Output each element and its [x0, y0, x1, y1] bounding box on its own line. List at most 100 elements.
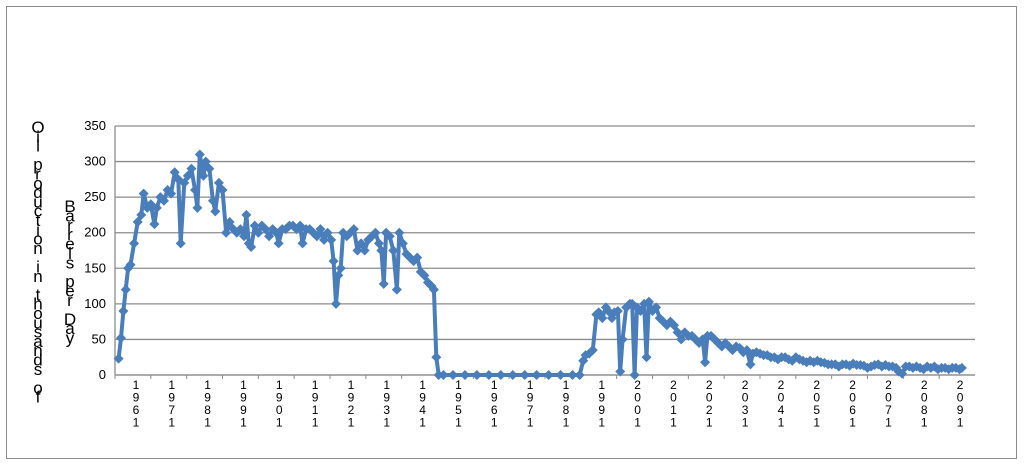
data-point	[246, 241, 257, 252]
y-tick-label: 100	[84, 296, 106, 311]
data-point	[643, 296, 654, 307]
data-point	[676, 334, 687, 345]
data-point	[672, 327, 683, 338]
data-point	[138, 188, 149, 199]
data-point	[641, 352, 652, 363]
data-point	[186, 163, 197, 174]
data-point	[192, 202, 203, 213]
y-tick-label: 150	[84, 260, 106, 275]
data-point	[249, 220, 260, 231]
data-point	[115, 333, 126, 344]
data-point	[745, 359, 756, 370]
data-point	[617, 334, 628, 345]
data-point	[394, 227, 405, 238]
data-point	[221, 227, 232, 238]
data-point	[315, 224, 326, 235]
data-point	[260, 224, 271, 235]
data-point	[384, 231, 395, 242]
data-point	[158, 195, 169, 206]
data-point	[125, 259, 136, 270]
data-point	[428, 284, 439, 295]
data-point	[574, 370, 585, 380]
data-point	[471, 370, 482, 380]
data-point	[311, 231, 322, 242]
data-point	[897, 368, 908, 379]
data-point	[612, 305, 623, 316]
data-point	[204, 163, 215, 174]
data-point	[166, 188, 177, 199]
data-point	[629, 370, 640, 380]
data-point	[635, 305, 646, 316]
data-point	[297, 238, 308, 249]
data-point	[319, 234, 330, 245]
y-tick-label: 300	[84, 154, 106, 169]
y-tick-label: 50	[92, 331, 106, 346]
data-point	[198, 170, 209, 181]
data-point	[169, 167, 180, 178]
y-axis-title-outer: Oil production in thousands of	[31, 118, 44, 407]
data-point	[241, 209, 252, 220]
data-point	[519, 370, 530, 380]
data-point	[352, 245, 363, 256]
series-line	[116, 152, 963, 377]
data-point	[328, 256, 339, 267]
data-point	[587, 345, 598, 356]
data-point	[113, 353, 124, 364]
data-point	[391, 284, 402, 295]
data-point	[431, 352, 442, 363]
data-point	[194, 149, 205, 160]
data-point	[956, 362, 967, 373]
data-point	[129, 238, 140, 249]
data-point	[213, 177, 224, 188]
data-point	[495, 370, 506, 380]
data-point	[459, 370, 470, 380]
data-point	[239, 231, 249, 242]
y-axis-title-inner: Barrels per Day	[64, 197, 76, 348]
data-point	[378, 278, 389, 289]
y-tick-label: 200	[84, 225, 106, 240]
data-point	[217, 185, 228, 196]
data-point	[370, 227, 381, 238]
data-point	[224, 217, 235, 228]
y-tick-label: 350	[84, 118, 106, 133]
data-point	[359, 245, 370, 256]
data-point	[151, 202, 162, 213]
data-point	[120, 284, 131, 295]
data-point	[438, 370, 449, 380]
data-point	[555, 370, 566, 380]
data-point	[388, 245, 399, 256]
data-point	[330, 298, 341, 309]
data-point	[507, 370, 518, 380]
data-point	[448, 370, 459, 380]
data-point	[615, 366, 626, 377]
data-point	[483, 370, 494, 380]
y-tick-label: 250	[84, 189, 106, 204]
data-point	[235, 224, 246, 235]
data-point	[253, 227, 264, 238]
data-point	[348, 224, 359, 235]
y-tick-label: 0	[99, 367, 106, 382]
data-point	[397, 238, 408, 249]
data-point	[335, 263, 346, 274]
data-point	[175, 238, 186, 249]
data-point	[118, 305, 129, 316]
